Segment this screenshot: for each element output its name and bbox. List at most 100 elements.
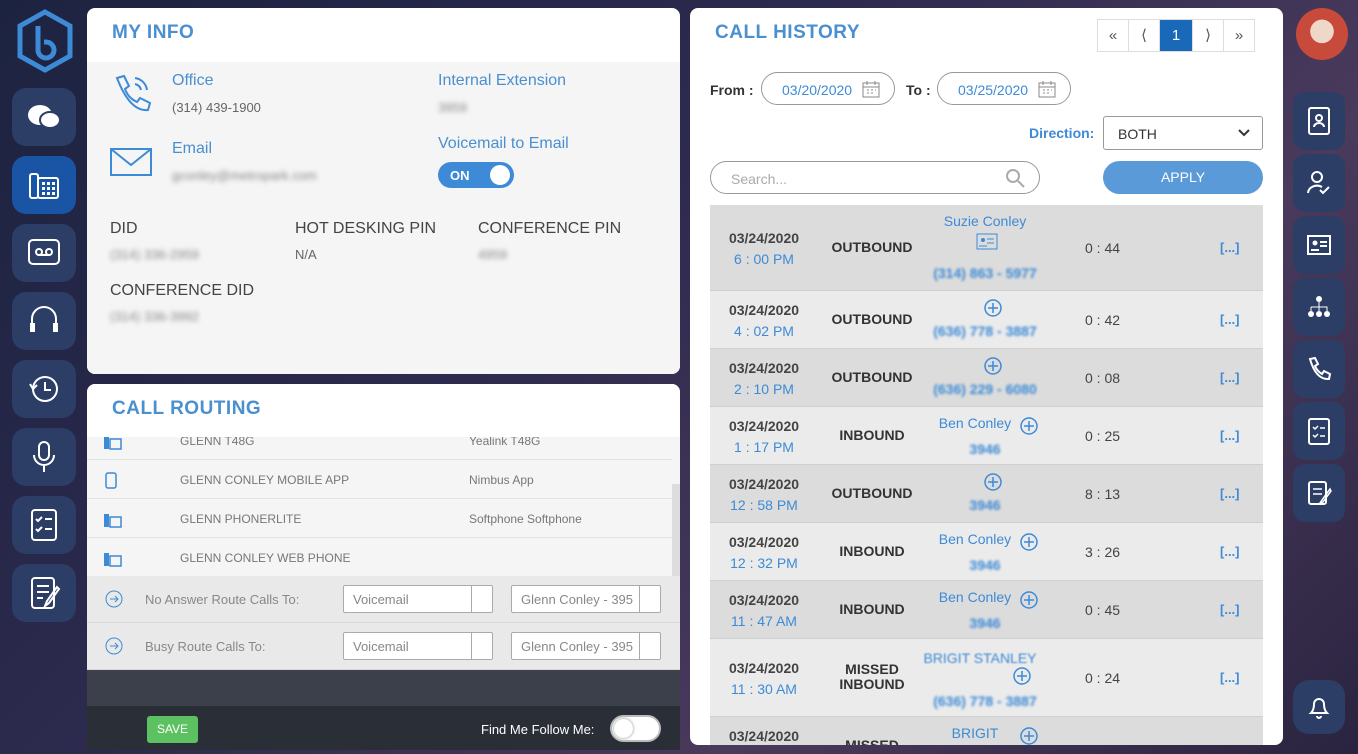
date-input[interactable]: 03/25/2020	[937, 72, 1071, 105]
direction-select[interactable]: BOTH	[1103, 116, 1263, 150]
call-date: 03/24/2020	[728, 230, 800, 246]
add-icon-svg	[1020, 417, 1038, 435]
user-check-nav[interactable]	[1293, 154, 1345, 212]
route-list: No Answer Route Calls To: Voicemail Glenn …	[87, 576, 680, 670]
call-duration: 0 : 42	[1084, 312, 1121, 328]
contact-number: (314) 863 - 5977	[933, 265, 1037, 281]
org-nav[interactable]	[1293, 278, 1345, 336]
mic-nav[interactable]	[12, 428, 76, 486]
page-button[interactable]: ⟩	[1192, 19, 1224, 52]
call-nav[interactable]	[1293, 340, 1345, 398]
call-time: 11 : 30 AM	[731, 681, 797, 697]
add-icon	[1020, 533, 1038, 554]
arrow-icon-svg	[105, 637, 123, 655]
details-link[interactable]: [...]	[1220, 370, 1240, 385]
option: Voicemail	[353, 592, 409, 607]
route-select[interactable]: Voicemail	[343, 585, 493, 613]
logo	[17, 9, 73, 73]
details-link[interactable]: [...]	[1220, 312, 1240, 327]
notifications-nav[interactable]	[1293, 680, 1345, 734]
call-date: 03/24/2020	[728, 728, 800, 744]
search-input[interactable]: Search...	[710, 161, 1040, 194]
contact-number: 3946	[969, 497, 1001, 513]
route-select[interactable]: Voicemail	[343, 632, 493, 660]
page-button[interactable]: 1	[1159, 19, 1193, 52]
call-direction: INBOUND	[839, 543, 905, 559]
history-row: 03/24/2020 11 : 30 AM MISSED INBOUND BRIGIT…	[710, 639, 1263, 717]
call-direction: MISSED	[845, 737, 899, 746]
apply-button[interactable]: APPLY	[1103, 161, 1263, 194]
device-row: GLENN T48G Yealink T48G	[87, 437, 672, 460]
route-row: Busy Route Calls To: Voicemail Glenn Conle…	[87, 623, 680, 670]
page-button[interactable]: »	[1223, 19, 1255, 52]
contacts-nav[interactable]	[1293, 92, 1345, 150]
page-button[interactable]: ⟨	[1128, 19, 1160, 52]
device-name: GLENN PHONERLITE	[180, 512, 302, 526]
route-select[interactable]: Glenn Conley - 395	[511, 585, 661, 613]
details-link[interactable]: [...]	[1220, 428, 1240, 443]
contact-number: 3946	[969, 615, 1001, 631]
email-icon	[110, 148, 152, 176]
toggle[interactable]: ON	[438, 162, 514, 188]
label: From :	[710, 82, 754, 98]
details-link[interactable]: [...]	[1220, 670, 1240, 685]
history-row: 03/24/2020 2 : 10 PM OUTBOUND (636) 229 - 6…	[710, 349, 1263, 407]
label: Office	[172, 72, 214, 89]
add-icon-svg	[984, 473, 1002, 491]
value: 4959	[478, 247, 507, 262]
add-icon	[984, 357, 1002, 378]
id-card-nav[interactable]	[1293, 216, 1345, 274]
contact-card-icon-svg	[976, 233, 998, 250]
call-time: 11 : 47 AM	[731, 613, 797, 629]
history-list: 03/24/2020 6 : 00 PM OUTBOUND Suzie Conley (…	[690, 205, 1283, 745]
route-label: Busy Route Calls To:	[145, 639, 266, 654]
tasks-nav[interactable]	[12, 496, 76, 554]
avatar[interactable]	[1296, 8, 1348, 60]
footer: SAVE Find Me Follow Me:	[87, 706, 680, 750]
date-input[interactable]: 03/20/2020	[761, 72, 895, 105]
route-select[interactable]: Glenn Conley - 395	[511, 632, 661, 660]
contact-number: 3946	[969, 441, 1001, 457]
notes-nav[interactable]	[12, 564, 76, 622]
voicemail-nav[interactable]	[12, 224, 76, 282]
label: HOT DESKING PIN	[295, 220, 437, 237]
contact-card-icon	[976, 233, 998, 254]
details-link[interactable]: [...]	[1220, 486, 1240, 501]
phone-nav[interactable]	[12, 156, 76, 214]
panel-title: MY INFO	[112, 22, 195, 43]
value: (314) 336-2959	[110, 247, 199, 262]
details-link[interactable]: [...]	[1220, 602, 1240, 617]
call-direction: INBOUND	[839, 427, 905, 443]
toggle[interactable]	[610, 715, 661, 742]
checklist-nav[interactable]	[1293, 402, 1345, 460]
history-row: 03/24/2020 11 : 47 AM INBOUND Ben Conley 394…	[710, 581, 1263, 639]
details-link[interactable]: [...]	[1220, 240, 1240, 255]
edit-nav[interactable]	[1293, 464, 1345, 522]
save-button[interactable]: SAVE	[147, 716, 198, 743]
add-icon-svg	[1020, 533, 1038, 551]
call-duration: 3 : 26	[1084, 544, 1121, 560]
date: 03/20/2020	[782, 82, 853, 98]
label: CONFERENCE PIN	[478, 220, 622, 237]
label: Direction:	[1029, 125, 1095, 141]
device-icon-svg	[105, 472, 117, 489]
pagination: «⟨ 1 ⟩»	[1097, 19, 1255, 52]
search-icon	[1006, 169, 1025, 188]
page-button[interactable]: «	[1097, 19, 1129, 52]
details-link[interactable]: [...]	[1220, 544, 1240, 559]
history-nav[interactable]	[12, 360, 76, 418]
value: N/A	[295, 247, 317, 262]
chat-nav[interactable]	[12, 88, 76, 146]
chevron	[1238, 129, 1250, 137]
support-nav[interactable]	[12, 292, 76, 350]
call-direction: INBOUND	[839, 601, 905, 617]
date: 03/25/2020	[958, 82, 1029, 98]
label: Internal Extension	[438, 72, 567, 89]
call-duration: 0 : 44	[1084, 240, 1121, 256]
contact-name: Ben Conley	[938, 531, 1012, 547]
contact-number: (636) 778 - 3887	[933, 323, 1037, 339]
call-date: 03/24/2020	[728, 534, 800, 550]
header: CALL ROUTING	[87, 384, 680, 437]
call-time: 1 : 17 PM	[734, 439, 794, 455]
device-name: GLENN CONLEY WEB PHONE	[180, 551, 351, 565]
